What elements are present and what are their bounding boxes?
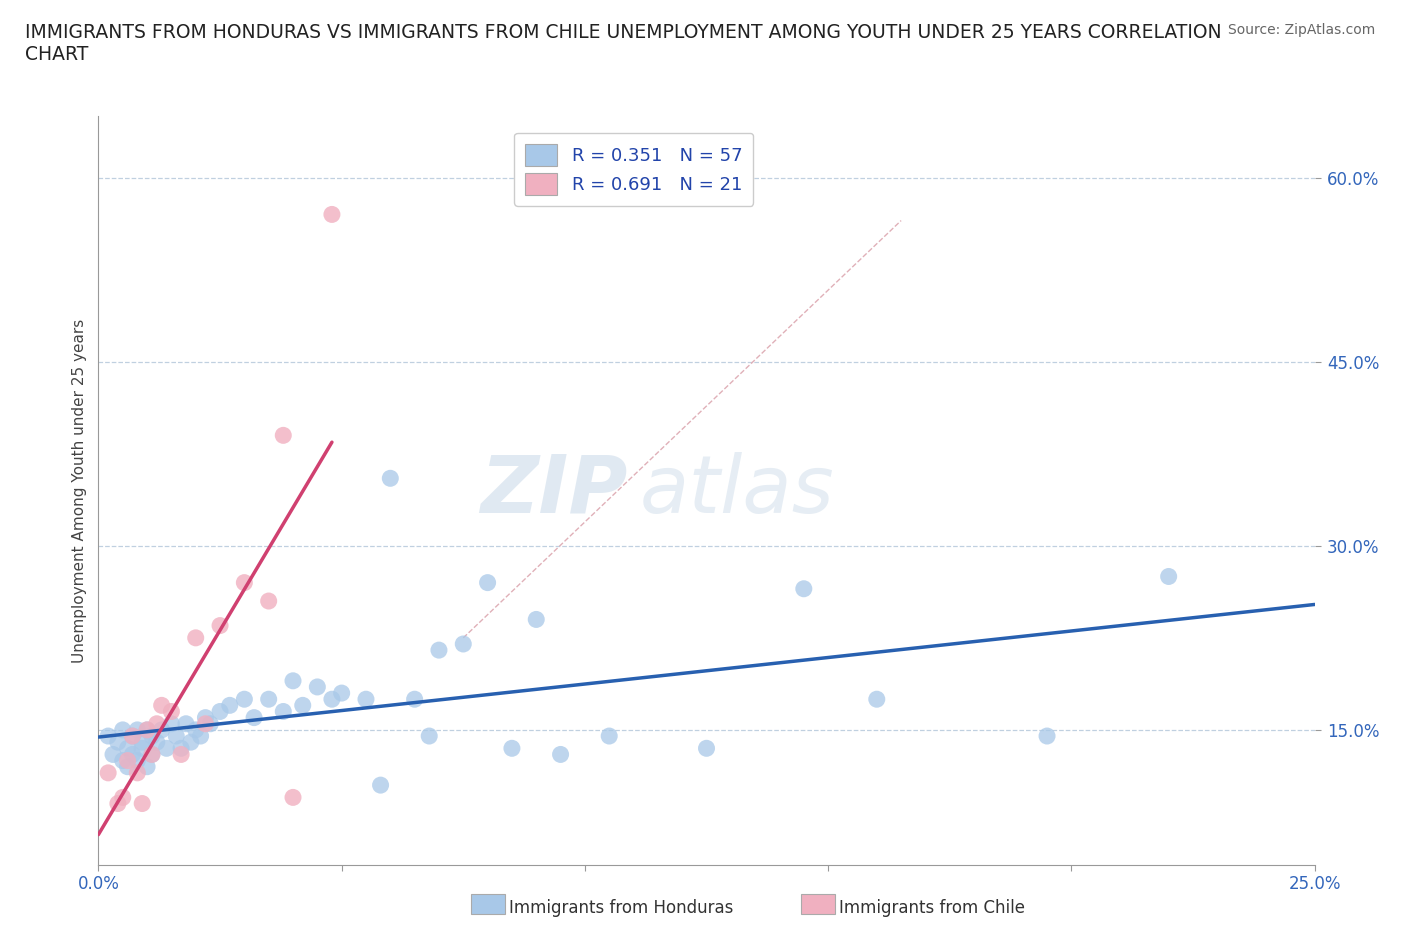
Point	[321, 207, 343, 222]
Point	[121, 728, 143, 743]
Point	[136, 723, 159, 737]
Point	[101, 747, 124, 762]
Point	[194, 711, 217, 725]
Point	[146, 716, 169, 731]
Text: Immigrants from Honduras: Immigrants from Honduras	[509, 898, 734, 917]
Point	[107, 735, 129, 750]
Text: atlas: atlas	[640, 452, 834, 529]
Point	[184, 723, 207, 737]
Point	[209, 704, 232, 719]
Point	[524, 612, 547, 627]
Point	[696, 741, 718, 756]
Text: Source: ZipAtlas.com: Source: ZipAtlas.com	[1227, 23, 1375, 37]
Point	[155, 741, 177, 756]
Point	[233, 575, 256, 590]
Point	[370, 777, 392, 792]
Point	[111, 753, 134, 768]
Point	[200, 716, 222, 731]
Point	[117, 753, 139, 768]
Point	[146, 735, 169, 750]
Point	[111, 723, 134, 737]
Point	[418, 728, 440, 743]
Point	[117, 741, 139, 756]
Point	[404, 692, 426, 707]
Point	[1157, 569, 1180, 584]
Point	[136, 759, 159, 774]
Text: ZIP: ZIP	[479, 452, 627, 529]
Legend: R = 0.351   N = 57, R = 0.691   N = 21: R = 0.351 N = 57, R = 0.691 N = 21	[515, 133, 754, 206]
Point	[150, 723, 173, 737]
Point	[550, 747, 572, 762]
Point	[160, 704, 183, 719]
Point	[243, 711, 266, 725]
Point	[174, 716, 197, 731]
Point	[209, 618, 232, 633]
Point	[330, 685, 353, 700]
Point	[121, 728, 143, 743]
Point	[136, 723, 159, 737]
Y-axis label: Unemployment Among Youth under 25 years: Unemployment Among Youth under 25 years	[72, 318, 87, 663]
Point	[453, 636, 475, 651]
Point	[131, 741, 153, 756]
Text: Immigrants from Chile: Immigrants from Chile	[839, 898, 1025, 917]
Point	[165, 728, 187, 743]
Text: IMMIGRANTS FROM HONDURAS VS IMMIGRANTS FROM CHILE UNEMPLOYMENT AMONG YOUTH UNDER: IMMIGRANTS FROM HONDURAS VS IMMIGRANTS F…	[25, 23, 1222, 64]
Point	[793, 581, 815, 596]
Point	[127, 723, 149, 737]
Point	[131, 735, 153, 750]
Point	[107, 796, 129, 811]
Point	[1036, 728, 1059, 743]
Point	[281, 673, 304, 688]
Point	[131, 796, 153, 811]
Point	[180, 735, 202, 750]
Point	[141, 747, 163, 762]
Point	[271, 704, 294, 719]
Point	[380, 471, 402, 485]
Point	[866, 692, 889, 707]
Point	[150, 698, 173, 712]
Point	[257, 593, 280, 608]
Point	[170, 747, 193, 762]
Point	[598, 728, 620, 743]
Point	[121, 747, 143, 762]
Point	[291, 698, 314, 712]
Point	[190, 728, 212, 743]
Point	[427, 643, 450, 658]
Point	[117, 759, 139, 774]
Point	[127, 753, 149, 768]
Point	[257, 692, 280, 707]
Point	[233, 692, 256, 707]
Point	[321, 692, 343, 707]
Point	[194, 716, 217, 731]
Point	[184, 631, 207, 645]
Point	[354, 692, 377, 707]
Point	[218, 698, 240, 712]
Point	[281, 790, 304, 804]
Point	[307, 680, 329, 695]
Point	[127, 765, 149, 780]
Point	[111, 790, 134, 804]
Point	[271, 428, 294, 443]
Point	[141, 728, 163, 743]
Point	[141, 747, 163, 762]
Point	[160, 716, 183, 731]
Point	[97, 765, 120, 780]
Point	[477, 575, 499, 590]
Point	[170, 741, 193, 756]
Point	[501, 741, 523, 756]
Point	[97, 728, 120, 743]
